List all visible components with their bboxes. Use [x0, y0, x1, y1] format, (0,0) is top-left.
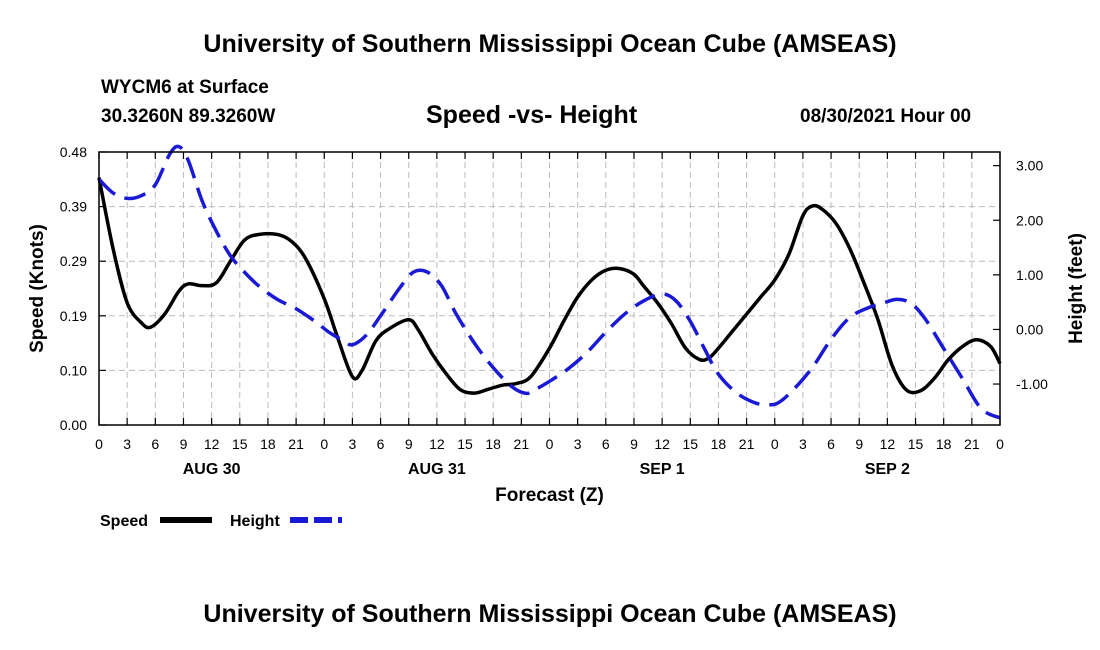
station-coordinates: 30.3260N 89.3260W: [101, 106, 276, 127]
x-tick-label: 3: [349, 436, 357, 452]
legend: Speed Height: [100, 513, 342, 530]
x-tick-label: 9: [855, 436, 863, 452]
y-left-tick-label: 0.48: [60, 144, 87, 160]
x-tick-label: 0: [320, 436, 328, 452]
x-tick-label: 3: [799, 436, 807, 452]
x-tick-label: 18: [711, 436, 727, 452]
date-label: SEP 2: [865, 461, 910, 478]
y-right-axis-title: Height (feet): [1066, 233, 1087, 344]
date-label: SEP 1: [640, 461, 685, 478]
y-right-tick-label: 2.00: [1016, 212, 1043, 228]
y-left-tick-label: 0.29: [60, 253, 87, 269]
footer-title: University of Southern Mississippi Ocean…: [203, 600, 897, 628]
y-left-tick-label: 0.10: [60, 362, 87, 378]
series-layer: [97, 144, 1002, 420]
height-series-line: [97, 144, 1001, 420]
chart-title: Speed -vs- Height: [426, 101, 638, 129]
x-tick-label: 15: [908, 436, 924, 452]
date-label: AUG 31: [408, 461, 466, 478]
x-tick-label: 6: [827, 436, 835, 452]
x-tick-label: 0: [996, 436, 1004, 452]
y-right-tick-label: -1.00: [1016, 376, 1048, 392]
x-tick-label: 15: [232, 436, 248, 452]
x-tick-label: 15: [457, 436, 473, 452]
x-tick-label: 21: [964, 436, 980, 452]
x-tick-label: 6: [602, 436, 610, 452]
x-tick-label: 12: [654, 436, 670, 452]
x-tick-label: 6: [151, 436, 159, 452]
x-tick-label: 12: [204, 436, 220, 452]
x-tick-label: 6: [377, 436, 385, 452]
y-right-tick-label: 1.00: [1016, 267, 1043, 283]
x-tick-label: 9: [405, 436, 413, 452]
y-left-tick-label: 0.39: [60, 199, 87, 215]
x-tick-label: 21: [288, 436, 304, 452]
x-tick-label: 21: [514, 436, 530, 452]
axes-layer: [98, 151, 1001, 426]
date-label: AUG 30: [183, 461, 241, 478]
x-tick-label: 18: [260, 436, 276, 452]
x-axis-title: Forecast (Z): [495, 485, 604, 506]
labels-layer: 0 3 6 9 12 15 18 21 0 3 6 9 12 15 18 21 0 3 6 9 12 15 18 21 0 3 6 9…: [27, 144, 1087, 506]
x-tick-label: 3: [574, 436, 582, 452]
x-tick-label: 0: [95, 436, 103, 452]
x-tick-label: 12: [880, 436, 896, 452]
forecast-datetime: 08/30/2021 Hour 00: [800, 106, 972, 127]
speed-series-line: [97, 177, 1002, 395]
x-tick-label: 0: [771, 436, 779, 452]
x-tick-label: 9: [180, 436, 188, 452]
x-tick-label: 18: [936, 436, 952, 452]
y-left-axis-title: Speed (Knots): [27, 224, 48, 353]
x-tick-label: 18: [485, 436, 501, 452]
y-left-tick-label: 0.00: [60, 417, 87, 433]
y-right-tick-label: 3.00: [1016, 158, 1043, 174]
x-tick-label: 21: [739, 436, 755, 452]
x-tick-label: 9: [630, 436, 638, 452]
x-tick-label: 12: [429, 436, 445, 452]
y-left-tick-label: 0.19: [60, 308, 87, 324]
x-tick-label: 3: [123, 436, 131, 452]
x-tick-label: 15: [682, 436, 698, 452]
legend-speed-label: Speed: [100, 513, 148, 530]
legend-height-label: Height: [230, 513, 280, 530]
station-label: WYCM6 at Surface: [101, 77, 269, 98]
y-right-tick-label: 0.00: [1016, 321, 1043, 337]
x-tick-label: 0: [546, 436, 554, 452]
page-title: University of Southern Mississippi Ocean…: [203, 30, 897, 58]
